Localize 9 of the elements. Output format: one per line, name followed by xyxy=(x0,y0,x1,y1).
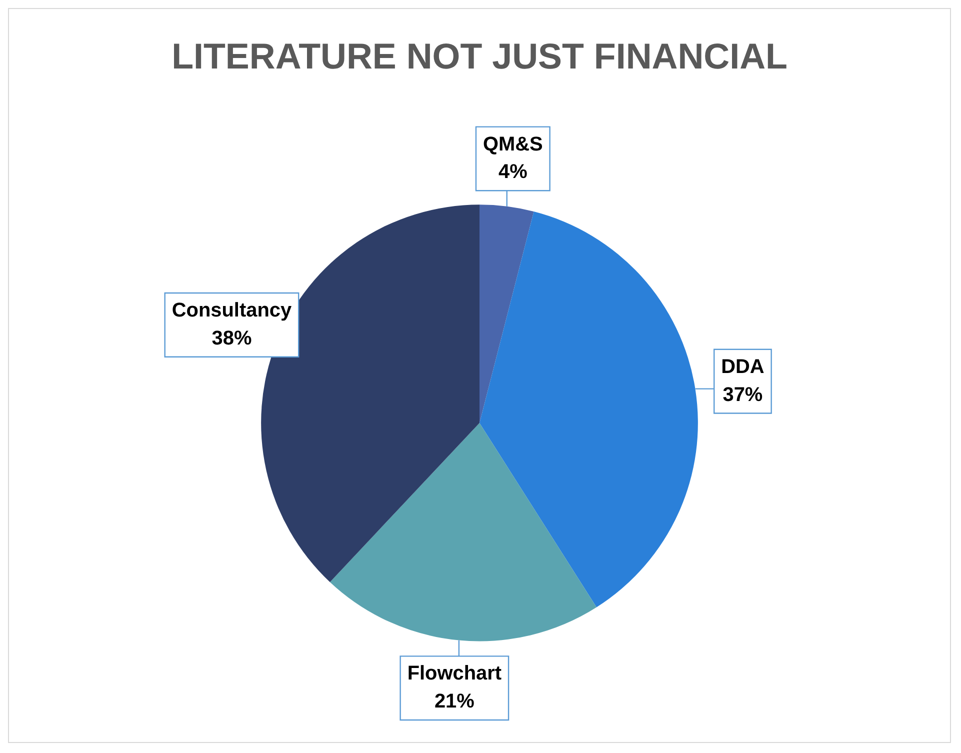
slice-label: Consultancy xyxy=(172,299,292,322)
slice-label: QM&S xyxy=(482,133,543,156)
data-label: 21% xyxy=(434,690,475,713)
data-label: 38% xyxy=(212,327,252,350)
slice-label: DDA xyxy=(721,356,764,378)
slice-label: Flowchart xyxy=(407,662,502,685)
data-label: 37% xyxy=(722,384,763,406)
chart-title: LITERATURE NOT JUST FINANCIAL xyxy=(172,35,788,76)
data-label: 4% xyxy=(498,161,528,184)
